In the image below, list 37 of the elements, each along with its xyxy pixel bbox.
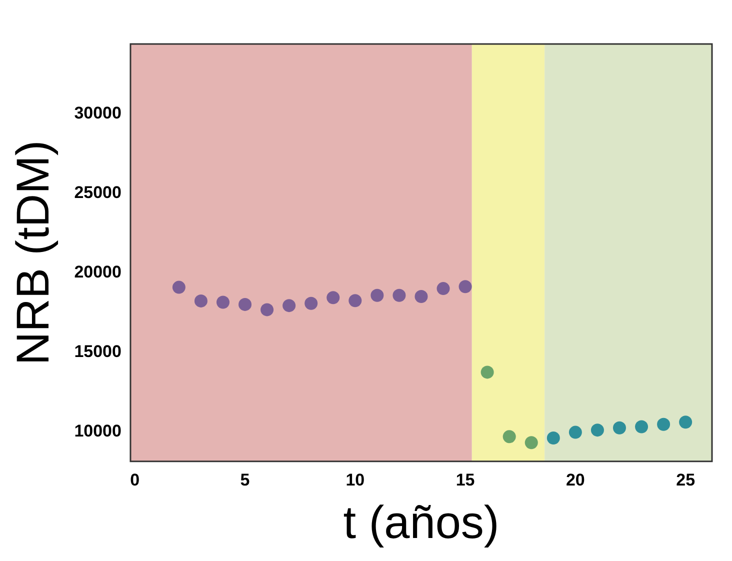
y-tick-label: 25000: [74, 183, 122, 202]
point: [348, 294, 362, 308]
point: [238, 298, 252, 311]
point: [546, 432, 560, 445]
y-axis-title: NRB (tDM): [6, 140, 58, 366]
point: [612, 421, 626, 434]
point: [392, 288, 406, 302]
point: [458, 280, 472, 294]
y-tick-label: 10000: [74, 422, 122, 441]
point: [370, 288, 384, 302]
x-tick-label: 10: [346, 470, 365, 490]
point: [436, 282, 450, 296]
point: [304, 296, 318, 310]
point: [480, 366, 494, 379]
point: [172, 280, 186, 294]
x-tick-label: 15: [456, 470, 475, 490]
point: [502, 430, 516, 444]
point: [282, 299, 296, 312]
point: [657, 418, 670, 431]
point: [590, 424, 604, 437]
point: [635, 420, 648, 434]
x-tick-label: 5: [240, 470, 250, 490]
point: [260, 303, 274, 316]
y-tick-label: 15000: [74, 342, 122, 362]
point: [414, 290, 428, 304]
point: [524, 436, 538, 450]
x-axis-title: t (años): [343, 496, 500, 548]
point: [326, 291, 340, 304]
point: [194, 294, 208, 308]
point: [216, 296, 230, 309]
point: [568, 426, 582, 439]
point: [679, 416, 692, 429]
x-tick-label: 20: [566, 470, 585, 490]
y-tick-label: 20000: [74, 262, 122, 282]
x-tick-label: 0: [130, 470, 140, 490]
x-tick-label: 25: [676, 470, 696, 490]
y-tick-label: 30000: [74, 104, 122, 123]
